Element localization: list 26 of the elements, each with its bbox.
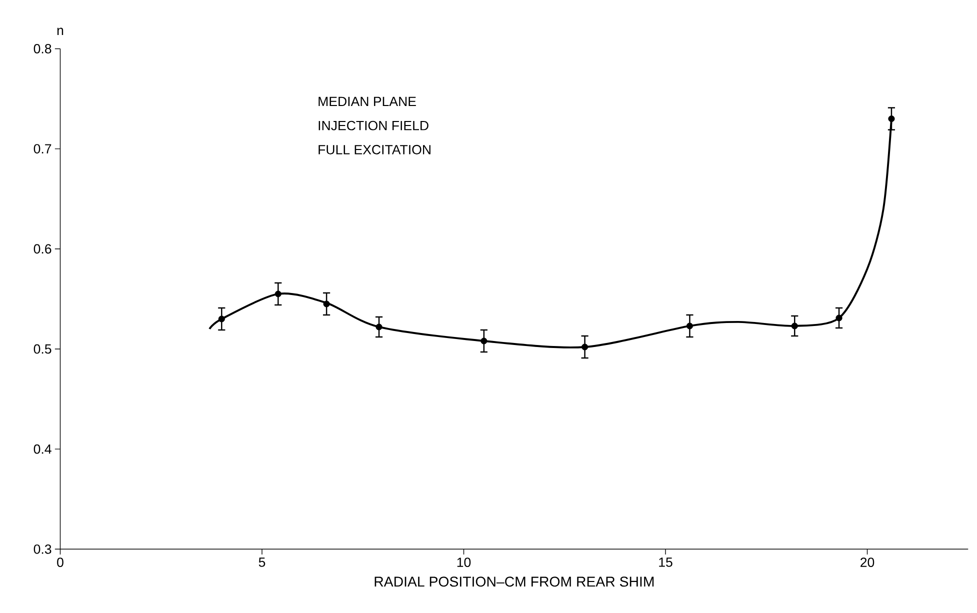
y-tick-label: 0.8 (34, 44, 52, 54)
x-axis-title: RADIAL POSITION–CM FROM REAR SHIM (374, 576, 654, 587)
y-tick-label: 0.3 (34, 544, 52, 554)
point (791, 322, 798, 330)
annotation: INJECTION FIELD (318, 120, 428, 130)
point (376, 324, 382, 330)
x-tick-label: 10 (457, 558, 471, 568)
annotation: MEDIAN PLANE (318, 96, 416, 106)
y-tick-label: 0.4 (34, 444, 52, 454)
point (888, 116, 895, 122)
point (582, 344, 588, 350)
annotation: FULL EXCITATION (318, 144, 430, 154)
x-tick-label: 5 (258, 558, 266, 567)
point (323, 300, 330, 308)
point (836, 314, 842, 322)
point (480, 338, 488, 344)
x-tick-label: 15 (659, 558, 672, 567)
y-tick-label: 0.6 (34, 244, 52, 254)
x-tick-label: 0 (57, 558, 64, 568)
y-axis-title: n (57, 28, 64, 35)
point (274, 290, 282, 298)
x-tick-label: 20 (860, 558, 874, 568)
point (686, 322, 693, 330)
y-tick-label: 0.5 (34, 344, 52, 354)
point (218, 316, 225, 322)
y-tick-label: 0.7 (34, 144, 52, 154)
